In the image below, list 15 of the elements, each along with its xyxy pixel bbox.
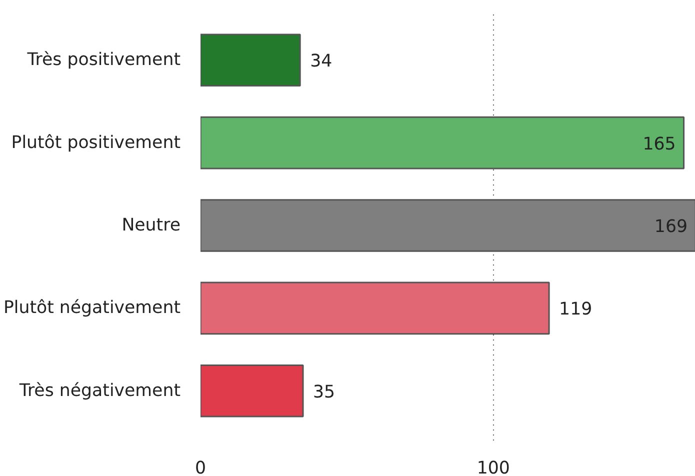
bar (200, 34, 301, 86)
y-tick-label: Très négativement (18, 380, 181, 401)
y-tick-label: Neutre (122, 216, 181, 236)
bar (200, 199, 695, 252)
data-label: 119 (559, 300, 592, 320)
x-tick-label: 0 (194, 458, 206, 476)
y-tick-label: Très positivement (26, 50, 181, 70)
data-label: 34 (310, 52, 332, 72)
data-label: 165 (642, 134, 676, 154)
x-tick-label: 100 (476, 458, 510, 476)
y-tick-label: Plutôt positivement (11, 132, 181, 153)
bar (200, 364, 304, 418)
y-tick-label: Plutôt négativement (3, 298, 181, 318)
data-label: 35 (313, 382, 336, 402)
data-label: 169 (654, 217, 688, 237)
